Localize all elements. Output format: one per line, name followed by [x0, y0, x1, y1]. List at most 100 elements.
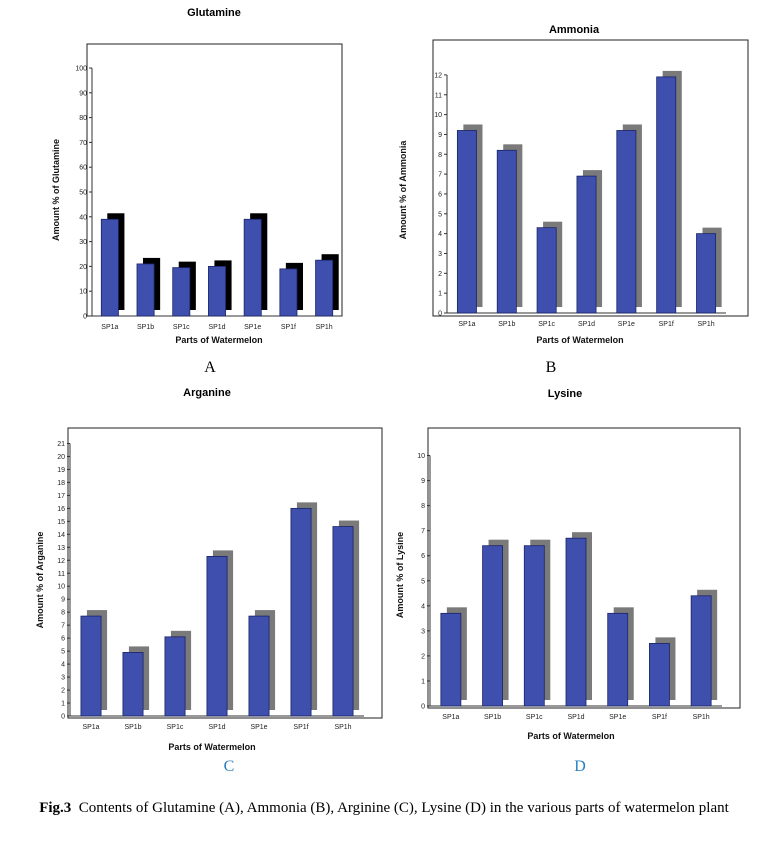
- bar-sp1e: [616, 124, 642, 314]
- y-tick-label: 3: [438, 251, 442, 258]
- bar-sp1a: [80, 610, 108, 717]
- x-tick-label: SP1h: [693, 714, 710, 721]
- x-tick-label: SP1b: [484, 714, 501, 721]
- bar-sp1f: [290, 502, 318, 717]
- bar: [440, 612, 462, 707]
- bar-sp1c: [172, 261, 196, 317]
- bar: [208, 265, 226, 317]
- bar: [248, 615, 270, 717]
- bar: [616, 130, 637, 314]
- y-tick-label: 9: [421, 478, 425, 485]
- x-axis-label: Parts of Watermelon: [168, 742, 255, 752]
- y-tick-label: 6: [438, 191, 442, 198]
- y-tick-label: 70: [79, 140, 87, 147]
- y-tick-label: 6: [61, 636, 65, 643]
- y-tick-label: 8: [421, 503, 425, 510]
- bar-sp1a: [440, 607, 467, 707]
- y-tick-label: 11: [58, 571, 65, 578]
- panel-letter-a: A: [204, 359, 216, 376]
- bar-sp1e: [248, 610, 276, 717]
- y-tick-label: 10: [417, 453, 425, 460]
- y-tick-label: 1: [438, 291, 442, 298]
- chart-title: Arganine: [183, 387, 231, 399]
- y-tick-label: 2: [61, 688, 65, 695]
- x-axis-label: Parts of Watermelon: [175, 335, 262, 345]
- y-tick-label: 2: [438, 271, 442, 278]
- x-tick-label: SP1a: [458, 321, 475, 328]
- bar: [315, 259, 334, 317]
- bar-sp1c: [536, 221, 563, 314]
- plot-frame: [432, 39, 749, 317]
- bar: [576, 175, 597, 314]
- y-tick-label: 10: [57, 584, 65, 591]
- bar: [122, 652, 144, 717]
- y-tick-label: 40: [79, 214, 87, 221]
- y-tick-label: 14: [57, 532, 65, 539]
- x-axis-label: Parts of Watermelon: [536, 335, 623, 345]
- bar-sp1e: [243, 213, 268, 317]
- y-tick-label: 16: [57, 506, 65, 513]
- y-tick-label: 3: [421, 628, 425, 635]
- x-tick-label: SP1e: [250, 724, 267, 731]
- bar-sp1d: [576, 170, 603, 314]
- figure-caption: Fig.3 Contents of Glutamine (A), Ammonia…: [20, 798, 748, 818]
- y-axis-label: Amount % of Lysine: [395, 532, 405, 618]
- y-axis-label: Amount % of Arganine: [35, 532, 45, 629]
- y-tick-label: 90: [79, 90, 87, 97]
- y-tick-label: 7: [61, 623, 65, 630]
- x-tick-label: SP1h: [698, 321, 715, 328]
- y-tick-label: 9: [438, 132, 442, 139]
- bar: [482, 545, 503, 707]
- caption-text: Contents of Glutamine (A), Ammonia (B), …: [78, 800, 729, 816]
- y-tick-label: 50: [79, 190, 87, 197]
- y-tick-label: 1: [61, 701, 65, 708]
- panel-letter-d: D: [574, 758, 586, 775]
- bar: [243, 218, 262, 317]
- bar-sp1c: [164, 630, 192, 717]
- y-tick-label: 8: [61, 610, 65, 617]
- x-tick-label: SP1b: [137, 324, 154, 331]
- y-tick-label: 0: [61, 714, 65, 721]
- bar-sp1f: [649, 637, 676, 707]
- y-tick-label: 80: [79, 115, 87, 122]
- bar-sp1d: [206, 550, 234, 717]
- y-tick-label: 11: [435, 92, 442, 99]
- bar-sp1f: [279, 262, 303, 317]
- bar: [656, 76, 677, 314]
- y-tick-label: 20: [57, 454, 65, 461]
- y-tick-label: 3: [61, 675, 65, 682]
- y-tick-label: 0: [83, 314, 87, 321]
- x-tick-label: SP1e: [618, 321, 635, 328]
- bar: [456, 130, 477, 314]
- bar-sp1b: [122, 646, 150, 717]
- chart-title: Ammonia: [549, 24, 600, 36]
- bar: [690, 595, 712, 707]
- y-tick-label: 6: [421, 553, 425, 560]
- y-tick-label: 1: [421, 678, 425, 685]
- x-tick-label: SP1f: [652, 714, 667, 721]
- x-tick-label: SP1c: [173, 324, 190, 331]
- x-tick-label: SP1a: [101, 324, 118, 331]
- bar: [496, 149, 517, 314]
- plot-border: [427, 427, 741, 709]
- x-tick-label: SP1e: [609, 714, 626, 721]
- y-tick-label: 13: [57, 545, 65, 552]
- x-tick-label: SP1d: [208, 724, 225, 731]
- y-tick-label: 21: [57, 441, 65, 448]
- bar-sp1h: [696, 227, 722, 314]
- y-tick-label: 12: [434, 72, 442, 79]
- y-tick-label: 0: [421, 704, 425, 711]
- bar: [696, 233, 717, 314]
- y-tick-label: 2: [421, 653, 425, 660]
- y-axis-label: Amount % of Glutamine: [51, 139, 61, 241]
- x-tick-label: SP1h: [334, 724, 351, 731]
- x-tick-label: SP1a: [82, 724, 99, 731]
- chart-panel-arganine: Arganine Parts of Watermelon Amount % of…: [35, 387, 383, 775]
- bar: [80, 615, 102, 717]
- x-tick-label: SP1h: [316, 324, 333, 331]
- bar: [649, 642, 670, 707]
- y-tick-label: 60: [79, 165, 87, 172]
- y-tick-label: 4: [421, 603, 425, 610]
- y-tick-label: 30: [79, 239, 87, 246]
